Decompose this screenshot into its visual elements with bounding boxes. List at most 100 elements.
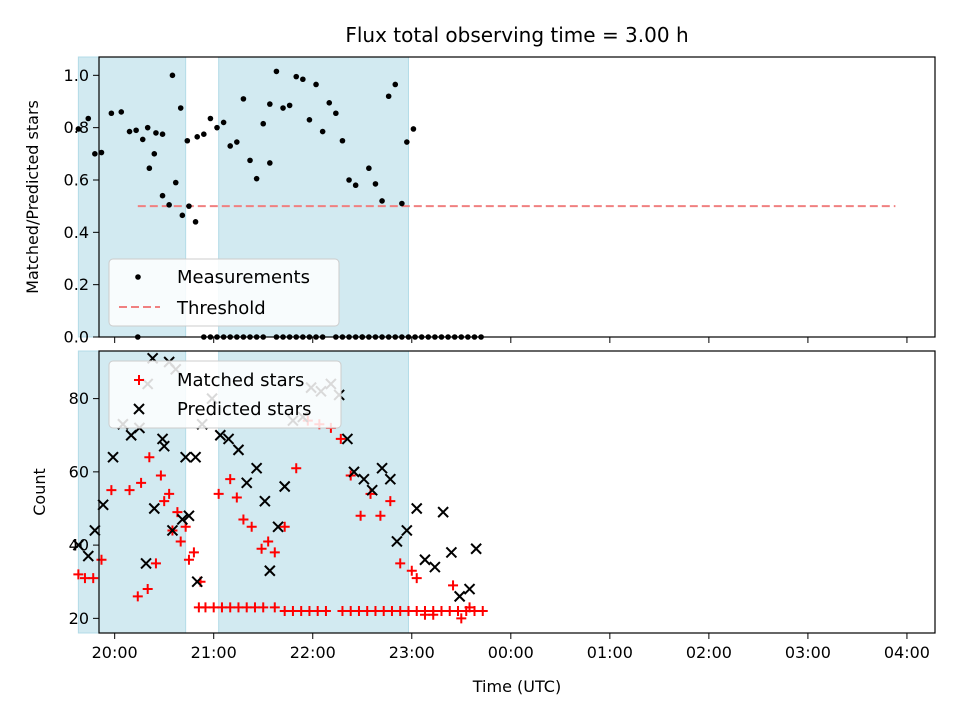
matched-star-point [136, 477, 147, 488]
measurement-point [280, 105, 286, 111]
predicted-star-point [278, 480, 291, 493]
legend-box [108, 258, 340, 327]
matched-star-point [395, 558, 406, 569]
measurement-point [240, 96, 247, 102]
measurement-point [133, 127, 139, 134]
y-tick-label: 0.2 [64, 275, 89, 294]
y-tick-label: 60 [69, 462, 89, 481]
series-1-plus-markers [73, 415, 488, 624]
measurement-point [166, 202, 172, 208]
top-panel: 0.0 0.2 0.4 0.6 0.8 1.0 Matched/Predicted star… [23, 56, 936, 347]
predicted-star-point [470, 543, 482, 555]
matched-star-point [238, 514, 249, 525]
measurement-point [399, 200, 405, 207]
x-tick-label: 03:00 [785, 643, 831, 662]
y-axis-label: Matched/Predicted stars [23, 100, 42, 294]
measurement-point [108, 110, 115, 117]
measurement-point [92, 151, 98, 157]
y-tick-label: 40 [69, 536, 89, 555]
x-tick-label: 01:00 [587, 643, 633, 662]
matched-star-point [269, 547, 280, 558]
x-tick-label: 21:00 [191, 643, 237, 662]
measurement-point [366, 165, 372, 172]
matched-star-point [279, 521, 290, 532]
matched-star-point [225, 474, 236, 485]
measurement-point [159, 192, 166, 199]
measurement-point [300, 76, 306, 83]
predicted-star-point [89, 524, 101, 537]
legend-label: Predicted stars [177, 399, 311, 420]
predicted-star-point [272, 521, 284, 533]
measurement-point [172, 179, 179, 186]
y-axis-label: Count [30, 468, 49, 516]
legend: Matched stars Predicted stars [108, 360, 342, 429]
matched-star-point [183, 554, 194, 565]
matched-star-point [291, 463, 302, 474]
measurement-point [306, 117, 313, 123]
measurement-point [372, 181, 379, 187]
measurement-point [194, 134, 201, 140]
measurement-point [326, 99, 333, 106]
predicted-star-point [453, 590, 466, 603]
x-axis-label: Time (UTC) [472, 677, 561, 696]
matched-star-point [159, 496, 170, 507]
matched-star-point [335, 433, 346, 444]
predicted-star-point [463, 583, 476, 595]
measurement-point [410, 126, 417, 132]
predicted-star-point [358, 473, 370, 485]
measurement-point [286, 102, 293, 109]
predicted-star-point [189, 451, 202, 463]
matched-star-point [213, 488, 224, 499]
measurement-point [207, 115, 214, 122]
measurement-point [118, 109, 125, 115]
measurement-point [201, 131, 207, 137]
measurement-point [169, 72, 176, 79]
matched-star-point [188, 547, 199, 558]
matched-star-point [246, 521, 257, 532]
axes-frame [98, 56, 936, 338]
predicted-star-point [82, 550, 94, 562]
legend-label: Matched stars [177, 370, 304, 391]
matched-star-point [436, 606, 447, 617]
predicted-star-point [140, 557, 152, 570]
legend-label: Threshold [176, 298, 266, 319]
matched-star-point [155, 470, 166, 481]
measurement-point [267, 160, 273, 166]
measurement-point [177, 105, 184, 111]
legend-label: Measurements [177, 267, 310, 288]
matched-star-point [142, 584, 153, 595]
matched-star-point [106, 485, 117, 496]
predicted-star-point [376, 462, 388, 474]
measurement-point [151, 151, 158, 157]
predicted-star-point [366, 484, 378, 496]
predicted-star-point [183, 510, 195, 522]
predicted-star-point [222, 433, 235, 445]
predicted-star-point [348, 466, 360, 478]
measurement-point [98, 149, 105, 156]
measurement-point [313, 81, 319, 88]
legend-measurement-marker [135, 274, 141, 280]
predicted-star-point [384, 473, 397, 485]
matched-star-point [477, 606, 488, 617]
matched-star-point [164, 488, 175, 499]
measurement-point [139, 136, 146, 143]
axes-frame [98, 350, 936, 634]
predicted-star-point [264, 565, 276, 577]
x-tick-label: 20:00 [92, 643, 138, 662]
legend-box [108, 360, 342, 429]
y-tick-label: 20 [69, 609, 89, 628]
predicted-star-point [97, 499, 109, 511]
measurement-point [159, 131, 166, 137]
bottom-panel: 20 40 60 80 20:00 21:00 22:00 23:00 00:00 01:00 02… [30, 350, 936, 662]
measurement-point [247, 157, 253, 164]
x-tick-label: 00:00 [488, 643, 534, 662]
measurement-point [392, 81, 399, 88]
measurement-point [234, 139, 240, 145]
matched-star-point [124, 485, 135, 496]
matched-star-point [73, 569, 84, 580]
measurement-point [220, 119, 227, 126]
x-tick-label: 02:00 [686, 643, 732, 662]
measurement-point [273, 68, 280, 75]
measurement-point [267, 101, 273, 107]
